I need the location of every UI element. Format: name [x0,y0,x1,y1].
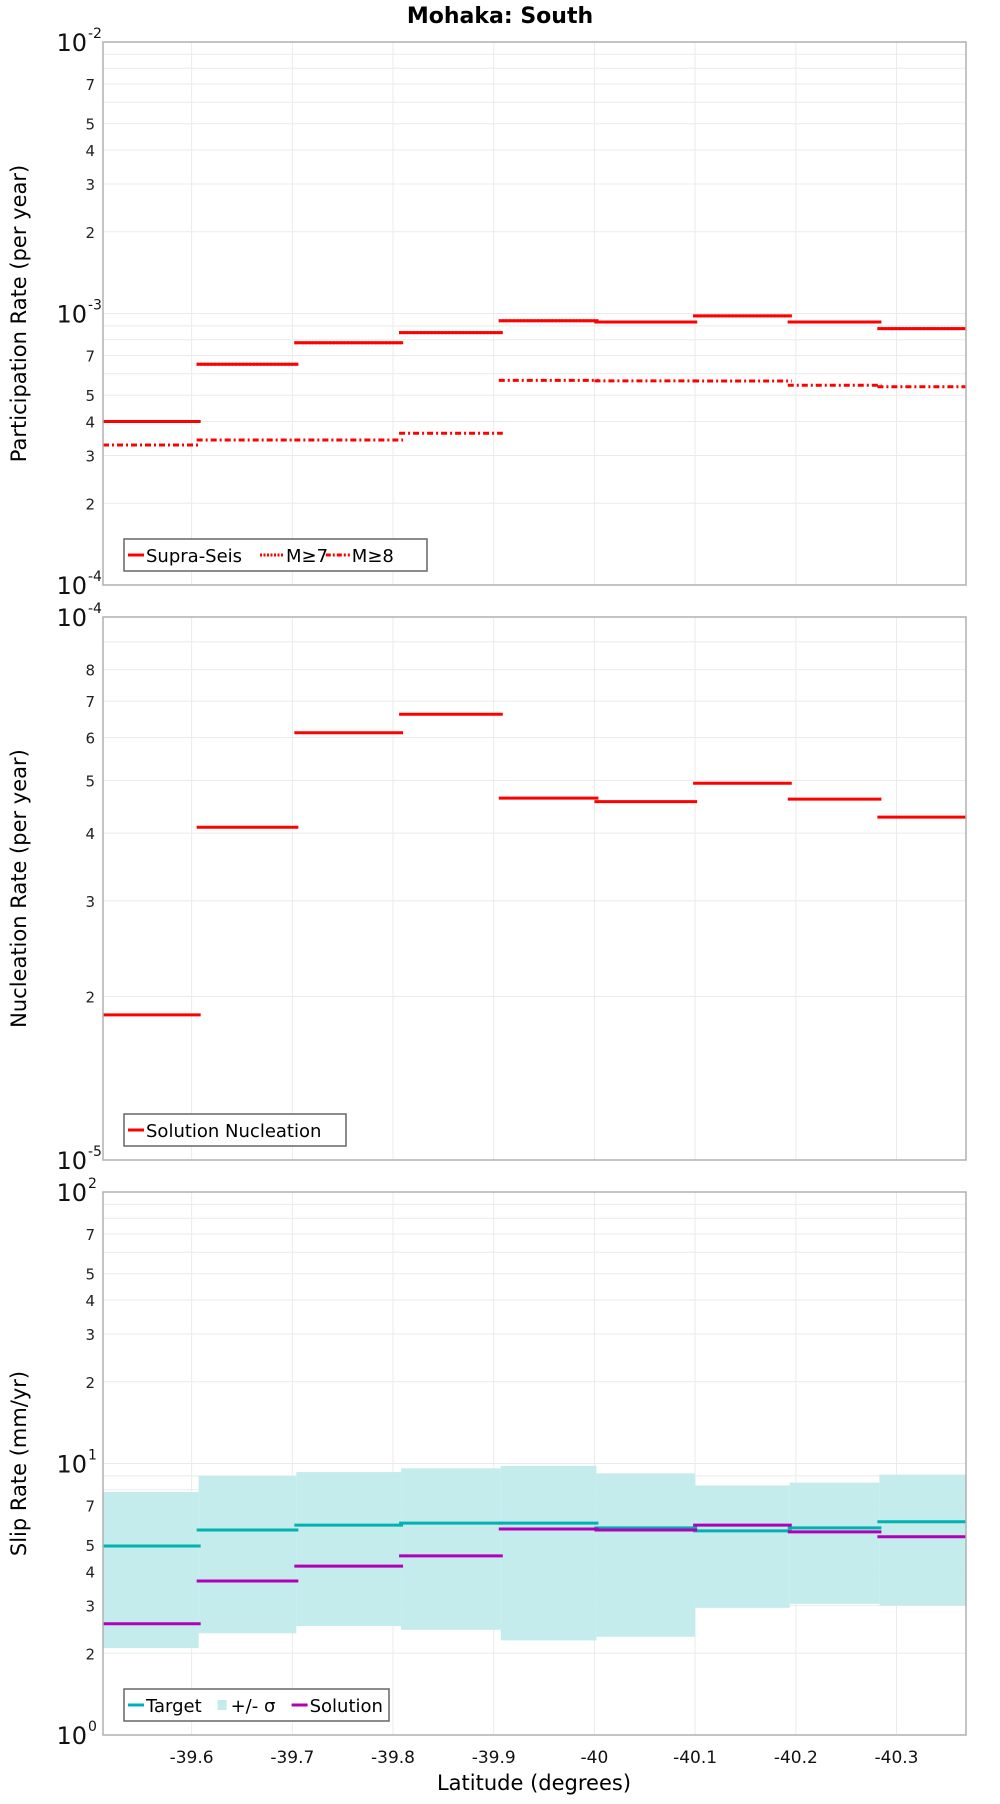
svg-text:-4: -4 [88,601,102,617]
svg-text:+/- σ: +/- σ [231,1696,276,1717]
svg-text:5: 5 [85,1266,95,1284]
y-axis-title: Participation Rate (per year) [7,165,31,462]
svg-text:0: 0 [88,1719,97,1735]
figure-title: Mohaka: South [407,4,593,29]
svg-text:7: 7 [85,693,95,711]
series-m-8 [103,378,966,447]
svg-text:7: 7 [85,1226,95,1244]
series-m-7 [103,314,966,424]
svg-text:1: 1 [88,1448,97,1464]
svg-text:4: 4 [85,414,95,432]
legend-item: Solution [291,1696,383,1717]
svg-text:5: 5 [85,116,95,134]
svg-text:2: 2 [85,1374,95,1392]
legend-item: M≥8 [325,546,394,567]
svg-text:5: 5 [85,1537,95,1555]
svg-text:10: 10 [56,1179,87,1207]
y-axis-title: Nucleation Rate (per year) [7,749,31,1028]
svg-text:10: 10 [56,1451,87,1479]
svg-text:10: 10 [56,572,87,600]
legend-item: Target [128,1696,202,1717]
x-tick-label: -40.2 [774,1748,818,1768]
svg-text:2: 2 [88,1176,97,1192]
x-tick-label: -39.7 [270,1748,314,1768]
x-tick-label: -40 [581,1748,609,1768]
svg-text:Target: Target [145,1696,202,1717]
series-solution-nucleation [103,712,966,1017]
series-band [103,1465,966,1649]
x-axis: -39.6 -39.7 -39.8 -39.9 -40 -40.1 -40.2 -40.3 [170,1748,919,1768]
x-axis-title: Latitude (degrees) [437,1771,631,1795]
svg-text:-5: -5 [88,1144,102,1160]
svg-text:10: 10 [56,1147,87,1175]
svg-text:3: 3 [85,1326,95,1344]
gridlines [103,42,966,585]
series-solution [103,1523,966,1626]
svg-text:2: 2 [85,1645,95,1663]
svg-text:3: 3 [85,893,95,911]
svg-text:3: 3 [85,176,95,194]
series-target [103,1520,966,1548]
svg-text:4: 4 [85,142,95,160]
legend: Solution Nucleation [123,1113,347,1147]
plot-frame [102,616,967,1161]
plot-frame [102,1191,967,1736]
gridlines [103,1192,966,1735]
svg-text:2: 2 [85,989,95,1007]
x-tick-label: -39.6 [170,1748,214,1768]
svg-text:M≥7: M≥7 [286,546,328,567]
svg-text:5: 5 [85,772,95,790]
svg-text:7: 7 [85,348,95,366]
svg-text:3: 3 [85,447,95,465]
svg-text:M≥8: M≥8 [352,546,394,567]
svg-text:Solution: Solution [310,1696,383,1717]
series-supra-seis [103,314,966,424]
svg-text:10: 10 [56,604,87,632]
x-tick-label: -40.1 [673,1748,717,1768]
svg-text:10: 10 [56,1722,87,1750]
gridlines [103,617,966,1160]
svg-text:-3: -3 [88,298,102,314]
y-axis-title: Slip Rate (mm/yr) [7,1371,31,1556]
plot-frame [102,41,967,586]
svg-text:6: 6 [85,729,95,747]
svg-text:3: 3 [85,1597,95,1615]
svg-text:Solution Nucleation: Solution Nucleation [146,1121,321,1142]
svg-text:2: 2 [85,224,95,242]
svg-text:8: 8 [85,662,95,680]
svg-text:-2: -2 [88,26,102,42]
svg-text:-4: -4 [88,569,102,585]
legend: Supra-Seis M≥7 M≥8 [123,538,428,572]
legend-item: Supra-Seis [128,546,242,567]
legend-item: M≥7 [260,546,328,567]
svg-text:4: 4 [85,1564,95,1582]
svg-text:2: 2 [85,495,95,513]
legend-item: Solution Nucleation [128,1121,321,1142]
svg-text:10: 10 [56,29,87,57]
svg-text:Supra-Seis: Supra-Seis [146,546,242,567]
x-tick-label: -40.3 [875,1748,919,1768]
legend: Target +/- σ Solution [123,1688,390,1722]
svg-text:4: 4 [85,825,95,843]
svg-text:10: 10 [56,301,87,329]
svg-text:7: 7 [85,76,95,94]
legend-item: +/- σ [217,1696,276,1717]
svg-text:5: 5 [85,387,95,405]
x-tick-label: -39.9 [472,1748,516,1768]
svg-text:4: 4 [85,1292,95,1310]
svg-text:7: 7 [85,1498,95,1516]
x-tick-label: -39.8 [371,1748,415,1768]
